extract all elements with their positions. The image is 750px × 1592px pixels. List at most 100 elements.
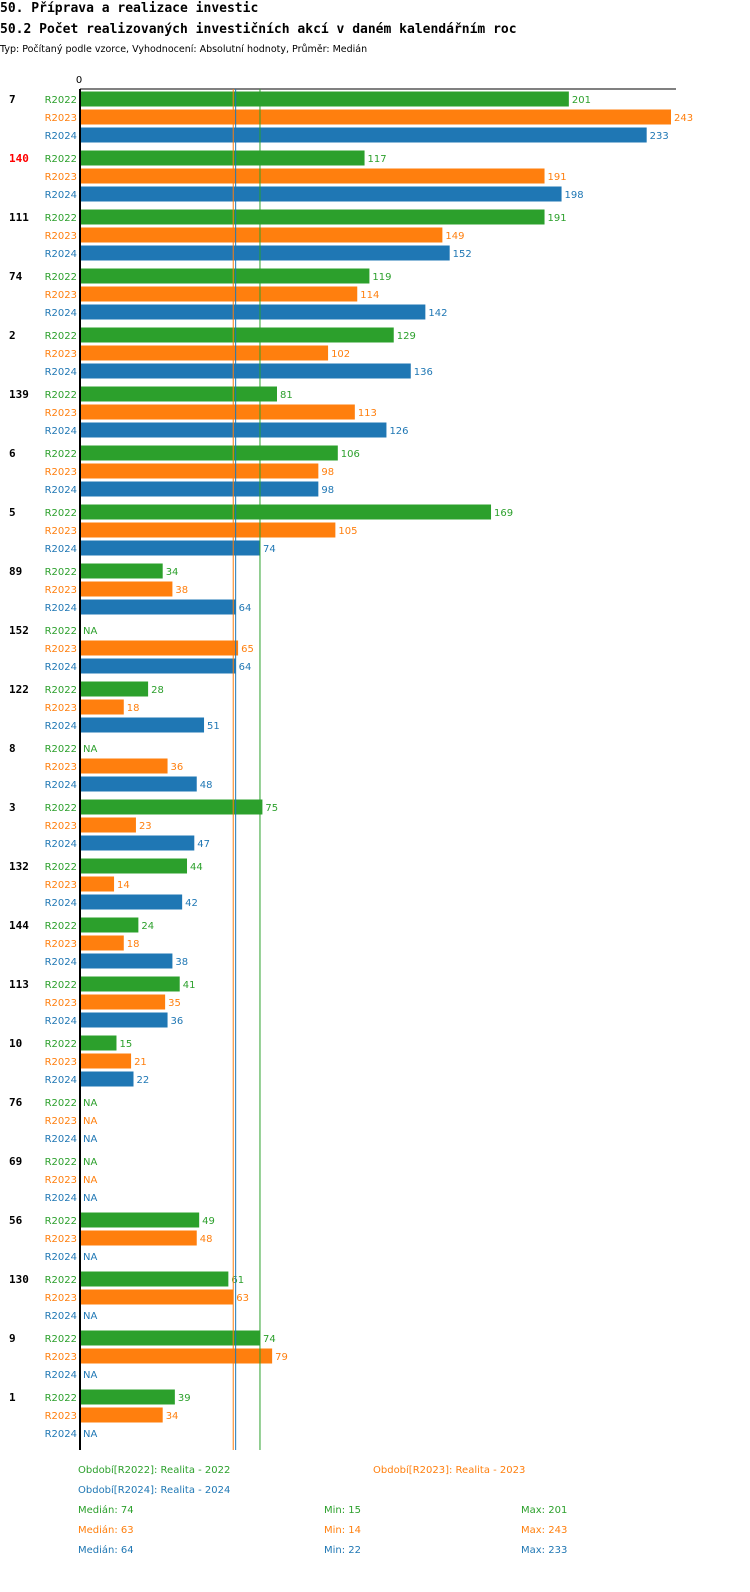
bar-89-R2023 (80, 581, 173, 597)
series-label-R2024: R2024 (45, 1252, 77, 1263)
bar-152-R2024 (80, 658, 236, 674)
na-label: NA (83, 1116, 97, 1127)
bar-6-R2022 (80, 445, 338, 461)
bar-74-R2024 (80, 304, 426, 320)
data-label: 129 (397, 331, 416, 342)
data-label: 41 (183, 980, 196, 991)
category-label-8: 8 (9, 742, 16, 755)
category-label-113: 113 (9, 978, 29, 991)
page-title: 50. Příprava a realizace investic (0, 1, 259, 16)
series-label-R2022: R2022 (45, 1334, 77, 1345)
series-label-R2022: R2022 (45, 1216, 77, 1227)
series-label-R2024: R2024 (45, 1429, 77, 1440)
series-label-R2023: R2023 (45, 1057, 77, 1068)
bar-5-R2024 (80, 540, 260, 556)
data-label: 201 (572, 95, 591, 106)
series-label-R2024: R2024 (45, 190, 77, 201)
category-label-6: 6 (9, 447, 16, 460)
bar-74-R2023 (80, 286, 358, 302)
series-label-R2024: R2024 (45, 780, 77, 791)
bar-111-R2022 (80, 209, 545, 225)
bar-113-R2023 (80, 994, 166, 1010)
bar-1-R2022 (80, 1389, 175, 1405)
data-label: 98 (321, 485, 334, 496)
data-label: 106 (341, 449, 360, 460)
series-label-R2022: R2022 (45, 508, 77, 519)
legend-entry-r2022: Období[R2022]: Realita - 2022 (78, 1465, 231, 1476)
series-label-R2024: R2024 (45, 1311, 77, 1322)
data-label: 36 (171, 762, 184, 773)
series-label-R2024: R2024 (45, 957, 77, 968)
series-label-R2022: R2022 (45, 449, 77, 460)
series-label-R2022: R2022 (45, 626, 77, 637)
bar-5-R2022 (80, 504, 492, 520)
bar-10-R2024 (80, 1071, 134, 1087)
bar-2-R2022 (80, 327, 394, 343)
bar-122-R2024 (80, 717, 205, 733)
data-label: 18 (127, 703, 140, 714)
category-label-3: 3 (9, 801, 16, 814)
category-label-69: 69 (9, 1155, 22, 1168)
series-label-R2024: R2024 (45, 603, 77, 614)
data-label: 47 (197, 839, 210, 850)
data-label: 38 (175, 585, 188, 596)
data-label: 63 (236, 1293, 249, 1304)
bar-139-R2022 (80, 386, 277, 402)
na-label: NA (83, 626, 97, 637)
data-label: 114 (360, 290, 379, 301)
bar-152-R2023 (80, 640, 239, 656)
bar-140-R2022 (80, 150, 365, 166)
stat-min-r2022: Min: 15 (324, 1505, 362, 1516)
bar-6-R2024 (80, 481, 319, 497)
category-label-132: 132 (9, 860, 29, 873)
stat-min-r2024: Min: 22 (324, 1545, 362, 1556)
stat-max-r2024: Max: 233 (521, 1545, 568, 1556)
series-label-R2022: R2022 (45, 1098, 77, 1109)
series-label-R2024: R2024 (45, 662, 77, 673)
data-label: 75 (265, 803, 278, 814)
data-label: 23 (139, 821, 152, 832)
series-label-R2022: R2022 (45, 1393, 77, 1404)
series-label-R2024: R2024 (45, 308, 77, 319)
data-label: 81 (280, 390, 293, 401)
series-label-R2022: R2022 (45, 980, 77, 991)
bar-122-R2023 (80, 699, 124, 715)
na-label: NA (83, 1193, 97, 1204)
bar-8-R2024 (80, 776, 197, 792)
bar-140-R2023 (80, 168, 545, 184)
data-label: 169 (494, 508, 513, 519)
series-label-R2022: R2022 (45, 744, 77, 755)
series-label-R2024: R2024 (45, 367, 77, 378)
data-label: 113 (358, 408, 377, 419)
series-label-R2024: R2024 (45, 1075, 77, 1086)
category-label-9: 9 (9, 1332, 16, 1345)
bar-6-R2023 (80, 463, 319, 479)
series-label-R2024: R2024 (45, 426, 77, 437)
series-label-R2023: R2023 (45, 762, 77, 773)
category-label-152: 152 (9, 624, 29, 637)
bar-56-R2022 (80, 1212, 200, 1228)
data-label: 38 (175, 957, 188, 968)
series-label-R2024: R2024 (45, 1016, 77, 1027)
stat-min-r2023: Min: 14 (324, 1525, 362, 1536)
bar-132-R2023 (80, 876, 115, 892)
category-label-111: 111 (9, 211, 29, 224)
data-label: 191 (548, 213, 567, 224)
category-label-76: 76 (9, 1096, 23, 1109)
data-label: 64 (239, 603, 252, 614)
data-label: 36 (171, 1016, 184, 1027)
na-label: NA (83, 744, 97, 755)
series-label-R2023: R2023 (45, 526, 77, 537)
data-label: 34 (166, 1411, 179, 1422)
bar-144-R2024 (80, 953, 173, 969)
na-label: NA (83, 1311, 97, 1322)
series-label-R2023: R2023 (45, 1293, 77, 1304)
data-label: 126 (389, 426, 408, 437)
chart-type-line: Typ: Počítaný podle vzorce, Vyhodnocení:… (0, 44, 368, 55)
bar-2-R2024 (80, 363, 411, 379)
series-label-R2022: R2022 (45, 803, 77, 814)
bar-1-R2023 (80, 1407, 163, 1423)
category-label-140: 140 (9, 152, 29, 165)
category-label-1: 1 (9, 1391, 16, 1404)
series-label-R2023: R2023 (45, 467, 77, 478)
